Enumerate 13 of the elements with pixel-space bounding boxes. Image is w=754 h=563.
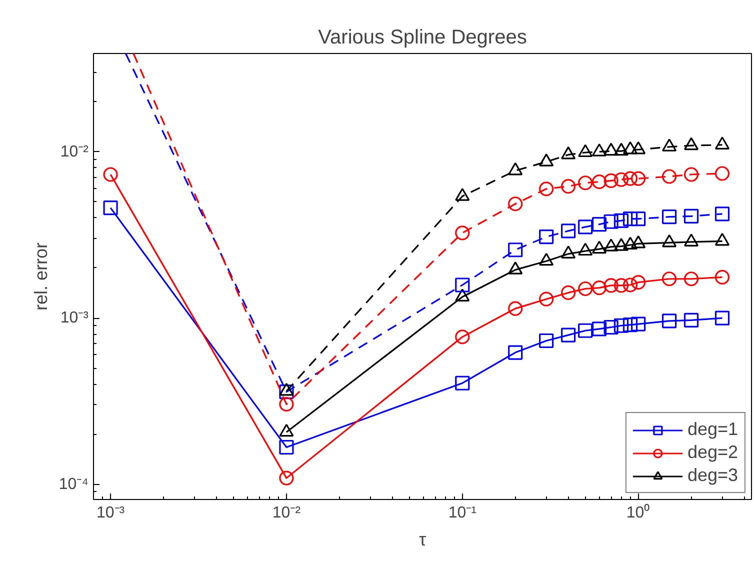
- x-tick-label: 10⁻²: [272, 504, 302, 522]
- legend-label: deg=2: [687, 442, 738, 463]
- x-tick-label: 10⁻³: [96, 504, 126, 522]
- y-tick-label: 10⁻²: [60, 143, 90, 160]
- y-axis-title: rel. error: [30, 242, 51, 311]
- legend-label: deg=1: [687, 419, 738, 440]
- legend-label: deg=3: [687, 465, 738, 486]
- y-tick-label: 10⁻⁴: [58, 476, 89, 493]
- y-tick-label: 10⁻³: [60, 310, 90, 327]
- x-tick-label: 10⁰: [626, 504, 650, 522]
- chart-title: Various Spline Degrees: [318, 26, 527, 48]
- x-axis-title: τ: [418, 530, 426, 550]
- x-tick-label: 10⁻¹: [448, 504, 476, 522]
